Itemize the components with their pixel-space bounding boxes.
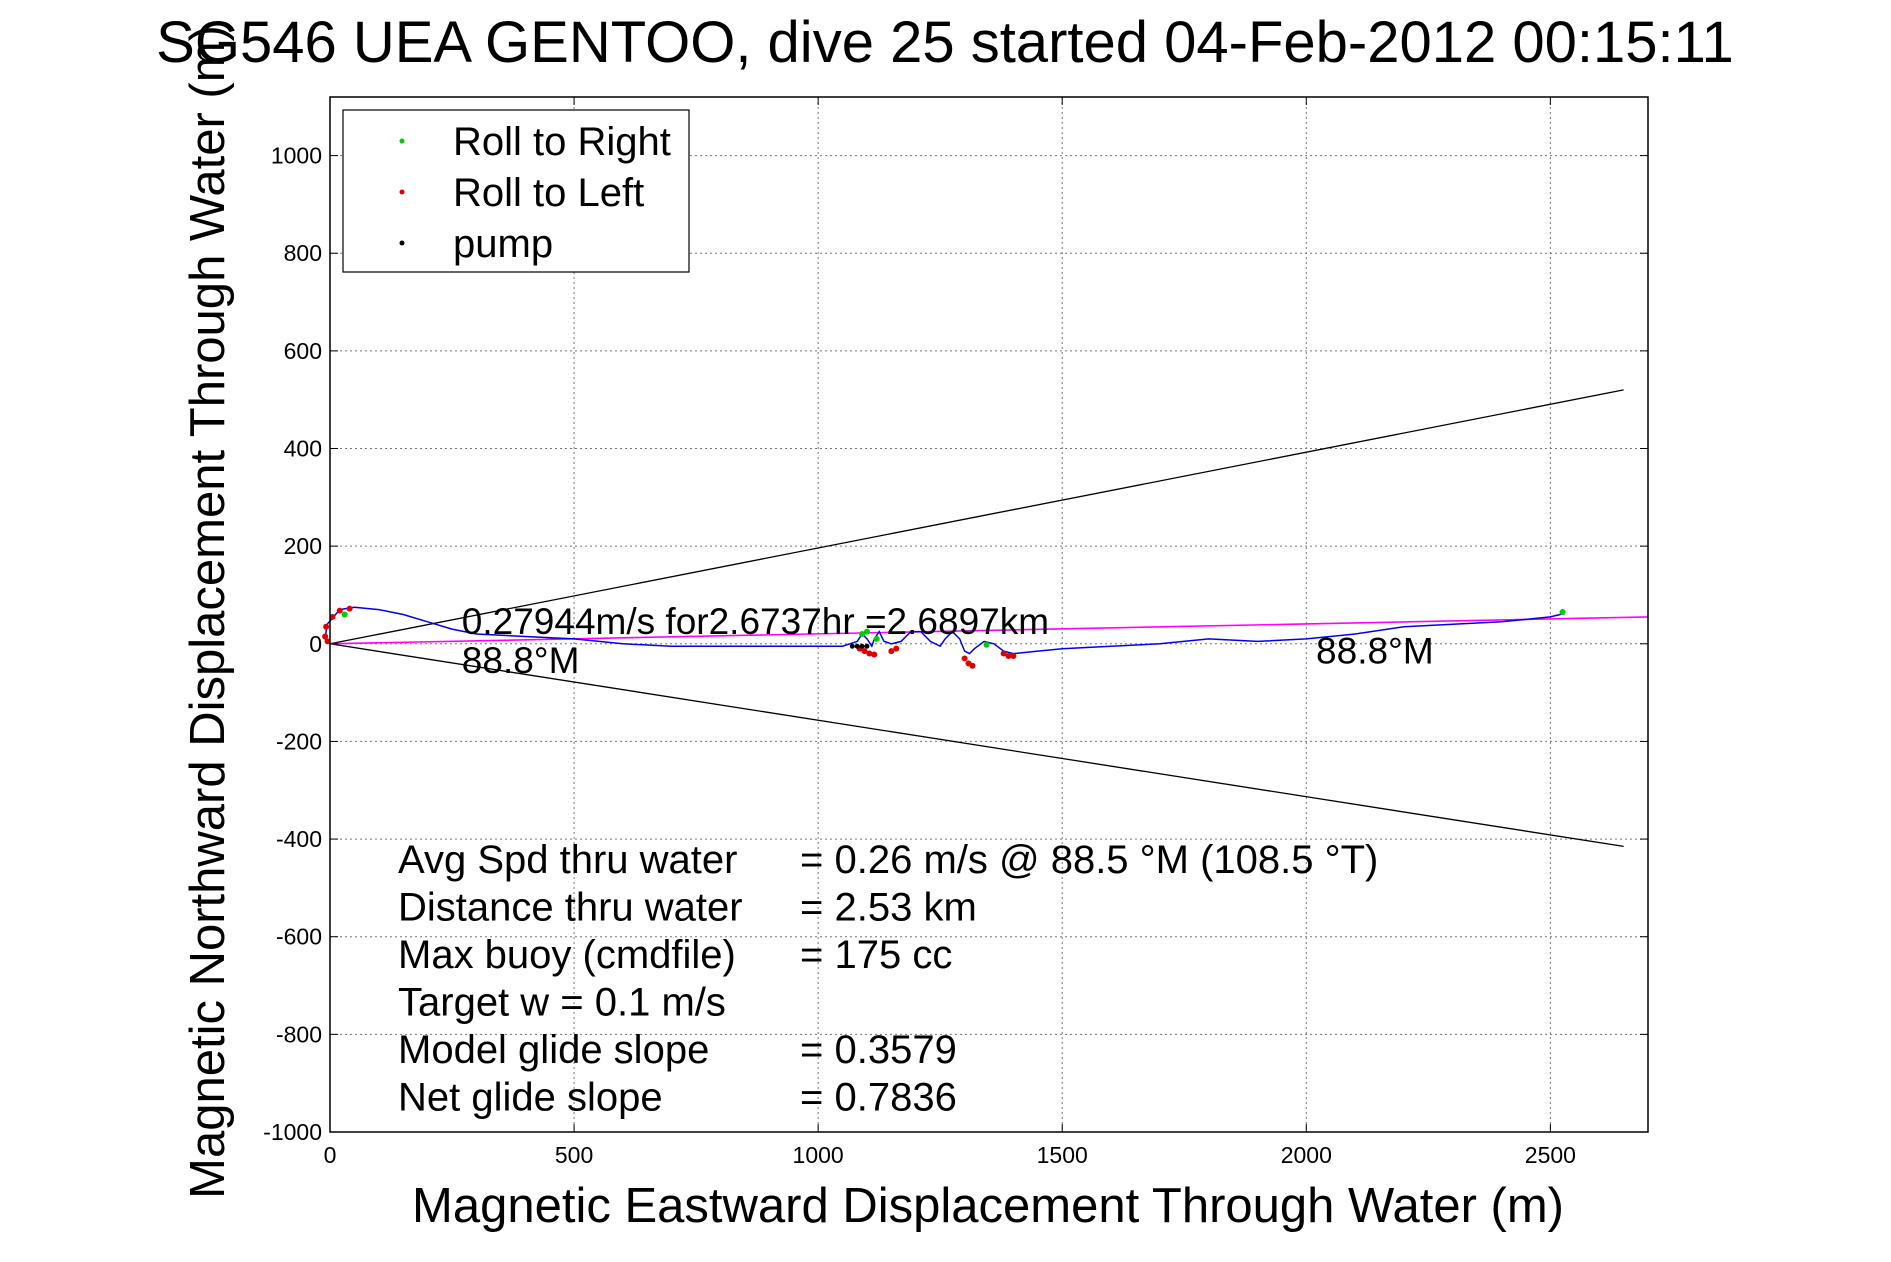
roll-left-point [336, 607, 343, 614]
roll-left-point [323, 623, 330, 630]
stat-value: = 0.26 m/s @ 88.5 °M (108.5 °T) [800, 838, 1378, 882]
y-tick-label: -400 [276, 826, 322, 852]
y-tick-label: -1000 [263, 1119, 322, 1145]
x-tick-label: 2500 [1525, 1142, 1576, 1168]
roll-left-point [346, 605, 353, 612]
x-tick-label: 1500 [1037, 1142, 1088, 1168]
x-axis-ticks: 0 500 1000 1500 2000 2500 [324, 97, 1576, 1168]
pump-point [864, 643, 870, 649]
stat-value: = 2.53 km [800, 886, 977, 930]
roll-right-point [873, 635, 880, 642]
stat-value: = 0.7836 [800, 1076, 957, 1120]
roll-left-point [1010, 652, 1017, 659]
heading-line-group [329, 616, 1649, 645]
y-axis-ticks: -1000 -800 -600 -400 -200 0 200 400 600 800 1000 [263, 143, 1648, 1145]
roll-left-point [1000, 650, 1007, 657]
roll-left-point [1005, 652, 1012, 659]
roll-points [322, 605, 1566, 669]
roll-left-point [861, 648, 868, 655]
annotation-text: 88.8°M [1316, 630, 1434, 671]
legend-marker [399, 189, 405, 195]
stat-value: = 175 cc [800, 933, 952, 977]
legend-marker [399, 138, 405, 144]
roll-right-point [341, 611, 348, 618]
stat-label: Max buoy (cmdfile) [398, 933, 736, 977]
roll-right-point [1559, 609, 1566, 616]
cone-lines [329, 389, 1624, 848]
x-tick-label: 500 [555, 1142, 593, 1168]
y-tick-label: -200 [276, 728, 322, 754]
heading-line [329, 616, 1649, 645]
legend: Roll to Right Roll to Left pump [342, 109, 690, 273]
y-tick-label: -800 [276, 1021, 322, 1047]
roll-left-point [866, 650, 873, 657]
stat-value: = 0.3579 [800, 1028, 957, 1072]
cone-line [329, 643, 1624, 848]
y-tick-label: -600 [276, 924, 322, 950]
y-tick-label: 0 [309, 631, 322, 657]
y-axis-label: Magnetic Northward Displacement Through … [181, 25, 235, 1199]
stat-label: Net glide slope [398, 1076, 663, 1120]
cone-line [329, 389, 1624, 645]
y-tick-label: 200 [284, 533, 322, 559]
x-tick-label: 2000 [1281, 1142, 1332, 1168]
roll-left-point [893, 645, 900, 652]
y-tick-label: 400 [284, 436, 322, 462]
pump-point [859, 643, 865, 649]
track-line-group [324, 606, 1566, 655]
legend-label: pump [453, 222, 553, 266]
x-axis-label: Magnetic Eastward Displacement Through W… [412, 1179, 1564, 1233]
roll-left-point [324, 638, 331, 645]
stat-label: Target w = 0.1 m/s [398, 981, 726, 1025]
legend-label: Roll to Left [453, 171, 644, 215]
y-tick-label: 1000 [271, 143, 322, 169]
roll-left-point [871, 651, 878, 658]
chart-title: SG546 UEA GENTOO, dive 25 started 04-Feb… [156, 10, 1734, 75]
stat-label: Distance thru water [398, 886, 743, 930]
stat-label: Model glide slope [398, 1028, 709, 1072]
roll-left-point [961, 655, 968, 662]
stats-block: Avg Spd thru water = 0.26 m/s @ 88.5 °M (… [398, 838, 1378, 1120]
track-line [324, 606, 1566, 655]
x-tick-label: 0 [324, 1142, 337, 1168]
legend-label: Roll to Right [453, 120, 671, 164]
annotation-text: 0.27944m/s for2.6737hr =2.6897km [462, 601, 1049, 642]
plot-area-border [329, 96, 1649, 1133]
annotation-text: 88.8°M [462, 640, 580, 681]
roll-right-point [983, 641, 990, 648]
x-tick-label: 1000 [793, 1142, 844, 1168]
y-tick-label: 600 [284, 338, 322, 364]
roll-right-point [863, 628, 870, 635]
pump-point [849, 643, 855, 649]
pump-point [854, 643, 860, 649]
roll-left-point [329, 613, 336, 620]
legend-marker [399, 240, 405, 246]
y-tick-label: 800 [284, 240, 322, 266]
roll-left-point [969, 662, 976, 669]
stat-label: Avg Spd thru water [398, 838, 737, 882]
roll-left-point [888, 648, 895, 655]
roll-left-point [322, 633, 329, 640]
roll-right-point [859, 631, 866, 638]
